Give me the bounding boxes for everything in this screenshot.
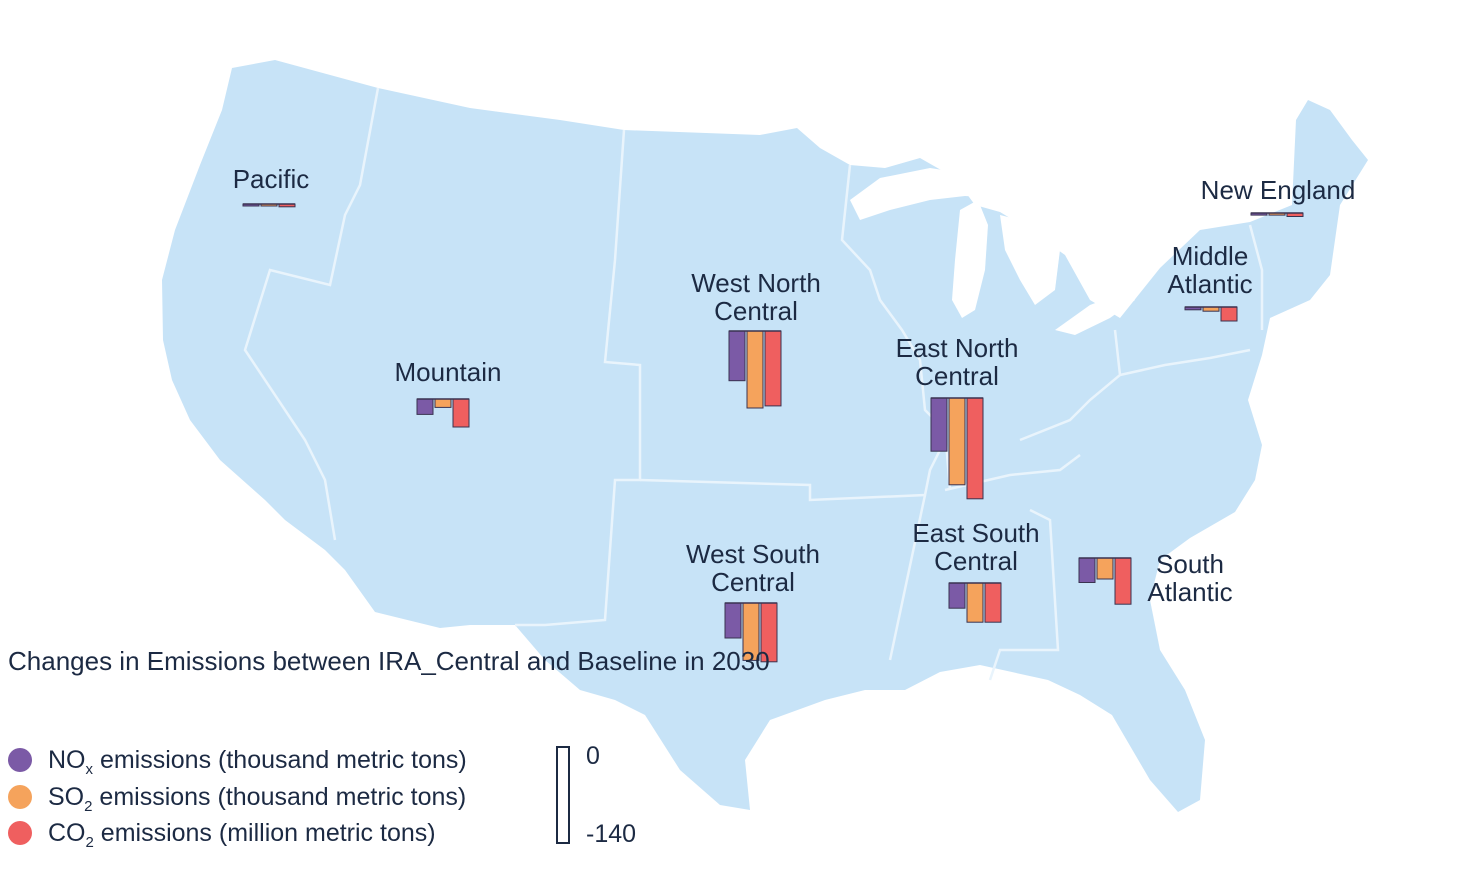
legend-nox-subscript: x [85, 760, 94, 778]
region-label-south-atlantic-line-1: South [1156, 549, 1224, 579]
bar-mountain-so2 [434, 398, 452, 408]
region-label-west-north-central-line-1: West North [691, 268, 821, 298]
bar-group-mountain [416, 398, 470, 428]
legend-item-nox: NO x emissions (thousand metric tons) [8, 743, 467, 778]
bar-mountain-nox [416, 398, 434, 415]
legend-nox-dot-icon [8, 748, 32, 772]
scale-reference-bar [556, 746, 570, 844]
lake-huron-shape [1000, 215, 1060, 305]
legend-title: Changes in Emissions between IRA_Central… [8, 646, 770, 676]
legend-so2-dot-icon [8, 785, 32, 809]
bar-east-south-central-co2 [984, 582, 1002, 623]
legend: Changes in Emissions between IRA_Central… [8, 640, 770, 880]
bar-group-east-north-central [930, 397, 984, 500]
bar-group-west-north-central [728, 330, 782, 409]
bar-middle-atlantic-co2 [1220, 306, 1238, 322]
bar-east-north-central-nox [930, 397, 948, 452]
bar-east-south-central-nox [948, 582, 966, 609]
bar-south-atlantic-co2 [1114, 557, 1132, 605]
region-label-middle-atlantic-line-2: Atlantic [1167, 269, 1252, 299]
region-label-south-atlantic-line-2: Atlantic [1147, 577, 1232, 607]
region-label-west-south-central-line-2: Central [711, 567, 795, 597]
bar-group-west-south-central [724, 602, 778, 663]
legend-co2-suffix: emissions (million metric tons) [93, 818, 436, 847]
legend-co2-prefix: CO [48, 818, 86, 847]
emission-bars-layer [242, 203, 1304, 663]
bar-west-south-central-nox [724, 602, 742, 639]
legend-so2-prefix: SO [48, 782, 85, 811]
scale-bottom-label: -140 [586, 820, 637, 848]
lake-michigan-shape [952, 200, 988, 318]
bar-west-north-central-so2 [746, 330, 764, 409]
region-label-east-south-central-line-1: East South [912, 518, 1039, 548]
region-label-new-england-line-1: New England [1201, 175, 1356, 205]
bar-east-north-central-co2 [966, 397, 984, 500]
bar-west-north-central-co2 [764, 330, 782, 407]
lake-superior-shape [850, 168, 998, 220]
bar-south-atlantic-nox [1078, 557, 1096, 583]
legend-so2-subscript: 2 [84, 797, 93, 815]
bar-group-east-south-central [948, 582, 1002, 623]
region-label-pacific-line-1: Pacific [233, 164, 310, 194]
bar-west-north-central-nox [728, 330, 746, 382]
bar-group-pacific [242, 203, 296, 208]
bar-south-atlantic-so2 [1096, 557, 1114, 580]
region-label-east-north-central-line-2: Central [915, 361, 999, 391]
scale-top-label: 0 [586, 742, 600, 770]
bar-group-middle-atlantic [1184, 306, 1238, 322]
region-label-mountain-line-1: Mountain [395, 357, 502, 387]
bar-group-south-atlantic [1078, 557, 1132, 605]
legend-co2-subscript: 2 [85, 833, 94, 851]
bar-group-new-england [1250, 212, 1304, 217]
legend-nox-prefix: NO [48, 745, 86, 774]
legend-item-co2: CO 2 emissions (million metric tons) [8, 816, 436, 851]
us-land-shape [162, 60, 1368, 812]
bar-east-north-central-so2 [948, 397, 966, 486]
legend-item-so2: SO 2 emissions (thousand metric tons) [8, 780, 467, 815]
region-label-middle-atlantic-line-1: Middle [1172, 241, 1249, 271]
legend-co2-dot-icon [8, 821, 32, 845]
region-label-east-north-central-line-1: East North [896, 333, 1019, 363]
region-label-west-south-central-line-1: West South [686, 539, 820, 569]
legend-so2-suffix: emissions (thousand metric tons) [92, 782, 467, 811]
bar-mountain-co2 [452, 398, 470, 428]
region-label-west-north-central-line-2: Central [714, 296, 798, 326]
bar-east-south-central-so2 [966, 582, 984, 623]
legend-nox-suffix: emissions (thousand metric tons) [93, 745, 467, 774]
region-label-east-south-central-line-2: Central [934, 546, 1018, 576]
lake-erie-shape [1055, 292, 1135, 335]
